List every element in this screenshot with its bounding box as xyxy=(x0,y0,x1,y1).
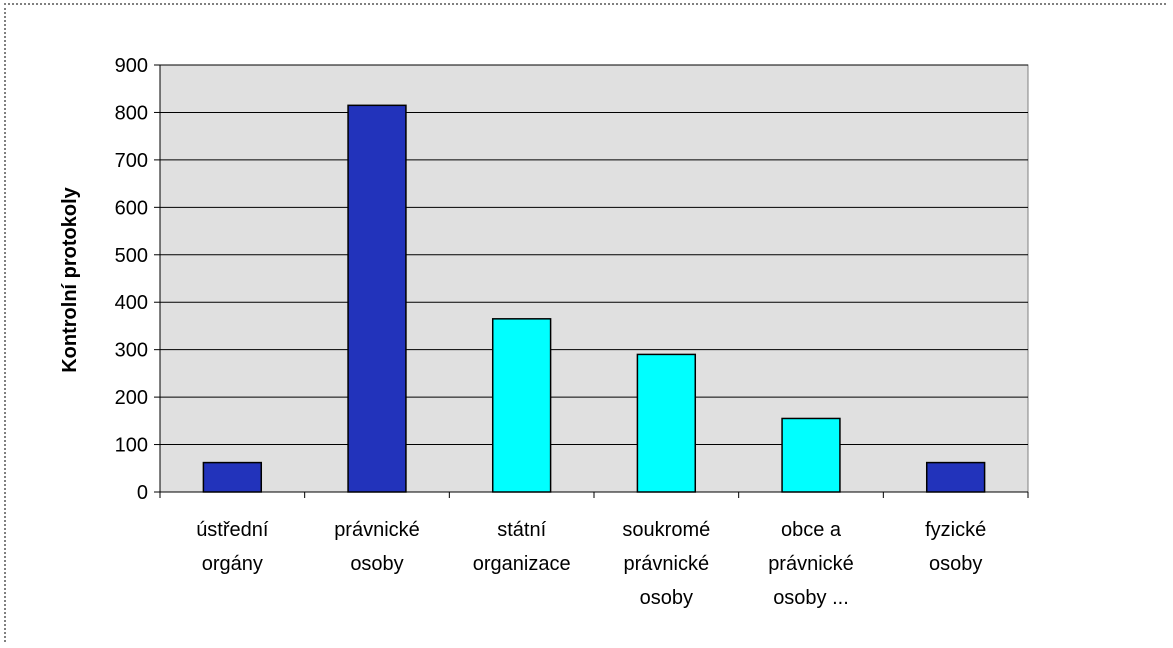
y-tick-label: 200 xyxy=(115,387,148,409)
y-tick-label: 400 xyxy=(115,292,148,314)
bar xyxy=(925,461,986,493)
bar xyxy=(636,353,697,493)
y-tick-labels: 0 100 200 300 400 500 600 700 800 900 xyxy=(115,55,148,504)
y-tick-label: 800 xyxy=(115,102,148,124)
x-category-label: státní organizace xyxy=(473,519,571,575)
bar xyxy=(781,417,841,493)
chart-frame xyxy=(4,3,1166,642)
x-category-label: ústřední orgány xyxy=(196,519,269,575)
plot-area xyxy=(159,64,1029,493)
x-category-label: fyzické osoby xyxy=(925,519,986,575)
x-category-label: obce a právnické osoby ... xyxy=(768,519,854,609)
y-tick-label: 0 xyxy=(137,482,148,504)
y-axis-label: Kontrolní protokoly xyxy=(59,186,81,372)
axes xyxy=(154,64,1029,498)
y-tick-label: 700 xyxy=(115,150,148,172)
x-category-label: právnické osoby xyxy=(334,519,420,575)
y-tick-label: 900 xyxy=(115,55,148,77)
y-tick-label: 100 xyxy=(115,435,148,457)
x-category-labels: ústřední orgány právnické osoby státní organi… xyxy=(196,519,986,609)
y-tick-label: 300 xyxy=(115,340,148,362)
bar xyxy=(202,461,263,493)
gridlines xyxy=(160,64,1028,446)
y-tick-label: 500 xyxy=(115,245,148,267)
bars xyxy=(202,104,986,493)
x-category-label: soukromé právnické osoby xyxy=(622,519,710,609)
bar xyxy=(491,318,552,493)
bar xyxy=(347,104,407,493)
y-tick-label: 600 xyxy=(115,197,148,219)
